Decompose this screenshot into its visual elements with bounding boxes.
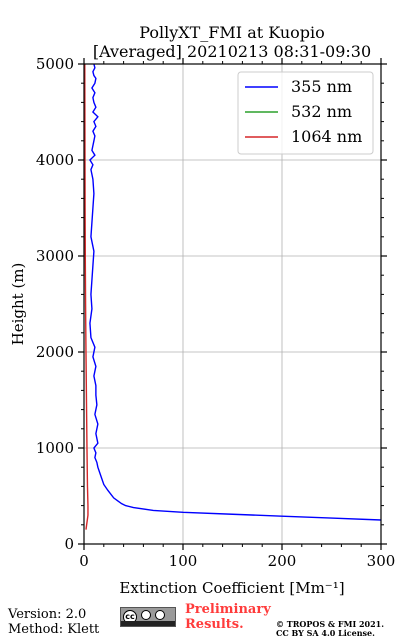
y-tick-label: 5000	[36, 55, 74, 73]
x-tick-label: 100	[169, 552, 198, 570]
x-tick-label: 0	[79, 552, 89, 570]
series-line-355-nm	[89, 64, 381, 521]
method-text: Method: Klett	[8, 622, 100, 637]
legend: 355 nm 532 nm 1064 nm	[237, 71, 374, 155]
copyright-line-2: CC BY SA 4.0 License.	[276, 628, 375, 638]
x-axis-label: Extinction Coefficient [Mm⁻¹]	[119, 579, 344, 597]
y-tick-label: 3000	[36, 247, 74, 265]
series-layer	[84, 64, 381, 530]
y-axis-label: Height (m)	[9, 263, 27, 346]
cc-strip	[121, 621, 175, 626]
plot-frame	[83, 63, 382, 545]
legend-label-355: 355 nm	[291, 77, 352, 96]
legend-label-532: 532 nm	[291, 102, 352, 121]
chart-subtitle: [Averaged] 20210213 08:31-09:30	[93, 42, 371, 61]
y-tick-label: 0	[64, 535, 74, 553]
by-icon	[141, 610, 151, 620]
y-tick-label: 1000	[36, 439, 74, 457]
version-text: Version: 2.0	[8, 607, 87, 622]
x-tick-label: 200	[268, 552, 297, 570]
y-tick-label: 2000	[36, 343, 74, 361]
copyright-notice: © TROPOS & FMI 2021. CC BY SA 4.0 Licens…	[276, 620, 384, 638]
chart-title: PollyXT_FMI at Kuopio	[139, 23, 325, 42]
y-tick-label: 4000	[36, 151, 74, 169]
chart: PollyXT_FMI at Kuopio [Averaged] 2021021…	[9, 23, 396, 597]
x-tick-label: 300	[367, 552, 396, 570]
series-line-1064-nm	[84, 64, 89, 530]
cc-by-sa-logo: cc	[120, 607, 176, 627]
copyright-line-1: © TROPOS & FMI 2021.	[276, 619, 385, 629]
preliminary-notice: Preliminary Results.	[185, 602, 271, 632]
preliminary-line-2: Results.	[185, 617, 244, 632]
legend-label-1064: 1064 nm	[291, 127, 362, 146]
sa-icon	[155, 610, 165, 620]
legend-box	[237, 71, 374, 155]
preliminary-line-1: Preliminary	[185, 602, 271, 617]
